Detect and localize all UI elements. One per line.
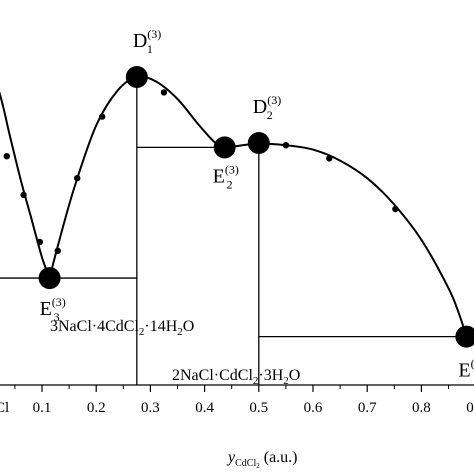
invariant-label-D2-sup: (3) bbox=[267, 93, 281, 107]
experimental-point-2 bbox=[3, 153, 10, 160]
x-tick-label-5: 0.6 bbox=[304, 400, 323, 416]
solubility-curve-left bbox=[0, 91, 51, 279]
invariant-label-D2: D(3) 2 bbox=[253, 93, 281, 122]
guide-lines bbox=[0, 77, 467, 385]
experimental-points bbox=[3, 89, 399, 254]
invariant-label-D2-letter: D bbox=[253, 96, 267, 118]
invariant-label-E2: E(3) 2 bbox=[213, 162, 239, 191]
phase-label-compound2: 2NaCl·CdCl2·3H2O bbox=[172, 367, 300, 387]
x-tick-label-7: 0.8 bbox=[412, 400, 431, 416]
invariant-points bbox=[38, 66, 474, 348]
x-tick-label-4: 0.5 bbox=[249, 400, 268, 416]
invariant-label-E3: E(3) 3 bbox=[40, 295, 66, 324]
phase-label-compound2-sub-b: 2 bbox=[283, 375, 289, 387]
phase-label-compound2-part-b: ·3H bbox=[258, 367, 283, 384]
phase-label-compound1: 3NaCl·4CdCl2·14H2O bbox=[50, 318, 194, 338]
solubility-curve-right bbox=[258, 142, 468, 337]
invariant-label-E2-sub: 2 bbox=[227, 177, 233, 191]
x-axis-label-units: (a.u.) bbox=[264, 449, 298, 466]
invariant-point-labels: D(3)1D(3)2E(3)2E(3)3E(3) bbox=[40, 27, 474, 382]
phase-label-compound1-part-b: ·14H bbox=[144, 318, 177, 335]
x-tick-label-6: 0.7 bbox=[358, 400, 377, 416]
phase-label-compound1-sub-b: 2 bbox=[177, 326, 183, 338]
invariant-label-E1-sup: (3) bbox=[471, 357, 474, 371]
x-axis-label-symbol: y bbox=[226, 449, 236, 466]
experimental-point-6 bbox=[74, 175, 81, 182]
phase-label-compound1-part-c: O bbox=[183, 318, 195, 335]
experimental-point-8 bbox=[160, 89, 168, 96]
phase-label-compound1-part-a: 3NaCl·4CdCl bbox=[50, 318, 139, 335]
x-axis-label-subsub: 2 bbox=[256, 462, 260, 470]
experimental-point-3 bbox=[20, 191, 27, 199]
phase-label-compound2-part-c: O bbox=[289, 367, 301, 384]
x-tick-label-clipped: Cl bbox=[0, 400, 9, 416]
x-axis-ticks: 0.1 0.2 0.3 0.4 0.5 0.6 0.7 0.8 0.9 Cl bbox=[0, 385, 474, 416]
invariant-point-E3 bbox=[38, 267, 61, 290]
invariant-label-D1-letter: D bbox=[133, 30, 147, 52]
invariant-label-E2-letter: E bbox=[213, 165, 225, 187]
x-tick-label-8: 0.9 bbox=[466, 400, 474, 416]
invariant-label-E2-sup: (3) bbox=[225, 162, 239, 176]
invariant-label-E1-letter: E bbox=[458, 360, 470, 382]
invariant-label-E1: E(3) bbox=[458, 357, 474, 382]
invariant-label-D2-sub: 2 bbox=[267, 108, 273, 122]
phase-label-compound2-part-a: 2NaCl·CdCl bbox=[172, 367, 253, 384]
invariant-point-D1 bbox=[125, 66, 148, 88]
invariant-label-D1: D(3) 1 bbox=[133, 27, 161, 56]
x-axis-label: yCdCl2 (a.u.) bbox=[226, 449, 298, 470]
experimental-point-10 bbox=[326, 155, 333, 162]
phase-label-compound1-sub-a: 2 bbox=[139, 326, 145, 338]
invariant-label-D1-sup: (3) bbox=[147, 27, 161, 41]
phase-label-compound2-sub-a: 2 bbox=[253, 375, 259, 387]
experimental-point-9 bbox=[282, 142, 290, 149]
x-tick-label-2: 0.3 bbox=[141, 400, 160, 416]
invariant-label-E3-letter: E bbox=[40, 298, 52, 320]
x-axis-label-sub: CdCl bbox=[235, 458, 256, 469]
invariant-label-E3-sup: (3) bbox=[52, 295, 66, 309]
invariant-label-D1-sub: 1 bbox=[147, 42, 153, 56]
x-tick-label-1: 0.2 bbox=[87, 400, 106, 416]
experimental-point-4 bbox=[36, 238, 44, 246]
invariant-point-E2 bbox=[213, 136, 236, 159]
experimental-point-11 bbox=[392, 205, 399, 213]
invariant-point-E1 bbox=[455, 325, 474, 348]
experimental-point-7 bbox=[98, 113, 106, 120]
x-tick-label-3: 0.4 bbox=[195, 400, 214, 416]
x-tick-label-0: 0.1 bbox=[33, 400, 52, 416]
invariant-label-E3-sub: 3 bbox=[54, 310, 60, 324]
experimental-point-5 bbox=[54, 247, 61, 254]
invariant-point-D2 bbox=[247, 132, 270, 154]
